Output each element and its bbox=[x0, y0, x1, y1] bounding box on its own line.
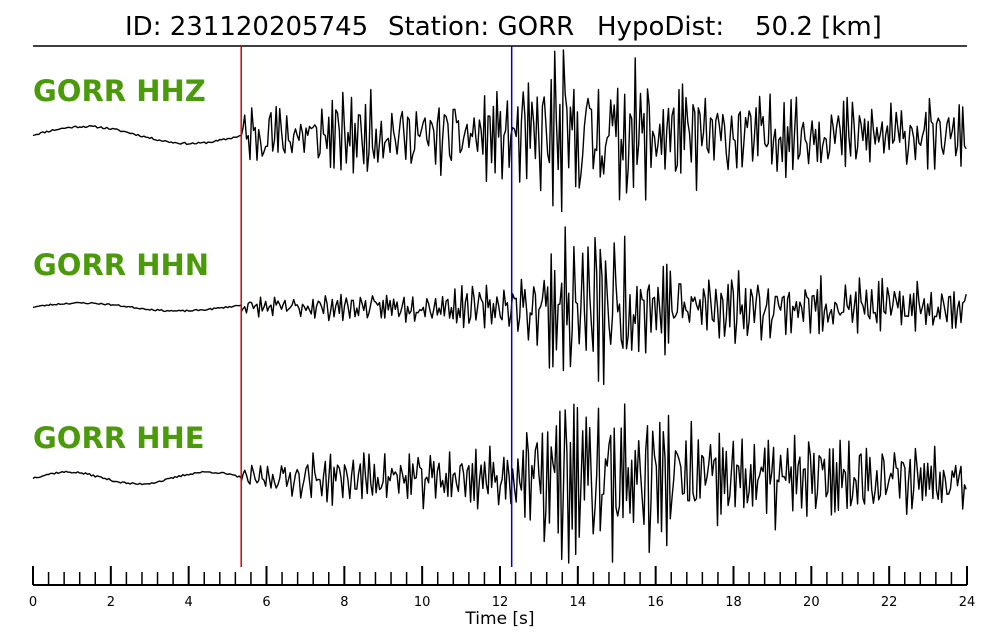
waveform-hhn bbox=[32, 226, 967, 386]
channel-label-hhn: GORR HHN bbox=[33, 248, 209, 282]
x-tick-label: 24 bbox=[959, 595, 976, 610]
x-tick-label: 10 bbox=[414, 595, 431, 610]
x-tick-label: 0 bbox=[29, 595, 37, 610]
waveform-hhe bbox=[32, 403, 967, 564]
hypodist-value: 50.2 [km] bbox=[755, 12, 882, 42]
x-tick-label: 14 bbox=[570, 595, 587, 610]
x-tick-label: 4 bbox=[185, 595, 193, 610]
x-tick-label: 2 bbox=[107, 595, 115, 610]
x-axis-label: Time [s] bbox=[464, 609, 534, 629]
x-tick-label: 6 bbox=[262, 595, 270, 610]
waveform-hhz bbox=[32, 49, 967, 213]
hypodist-label: HypoDist: bbox=[597, 12, 724, 42]
event-id-label: ID: 231120205745 bbox=[125, 12, 368, 42]
x-tick-label: 18 bbox=[725, 595, 742, 610]
x-tick-label: 12 bbox=[492, 595, 509, 610]
channel-label-hhz: GORR HHZ bbox=[33, 74, 206, 108]
channel-label-hhe: GORR HHE bbox=[33, 421, 205, 455]
x-tick-label: 16 bbox=[647, 595, 664, 610]
x-tick-label: 20 bbox=[803, 595, 820, 610]
x-tick-label: 8 bbox=[340, 595, 348, 610]
x-tick-label: 22 bbox=[881, 595, 898, 610]
time-axis: 0 2 4 6 8 10 12 14 16 18 20 22 24 bbox=[29, 566, 975, 610]
station-label: Station: GORR bbox=[388, 12, 574, 42]
